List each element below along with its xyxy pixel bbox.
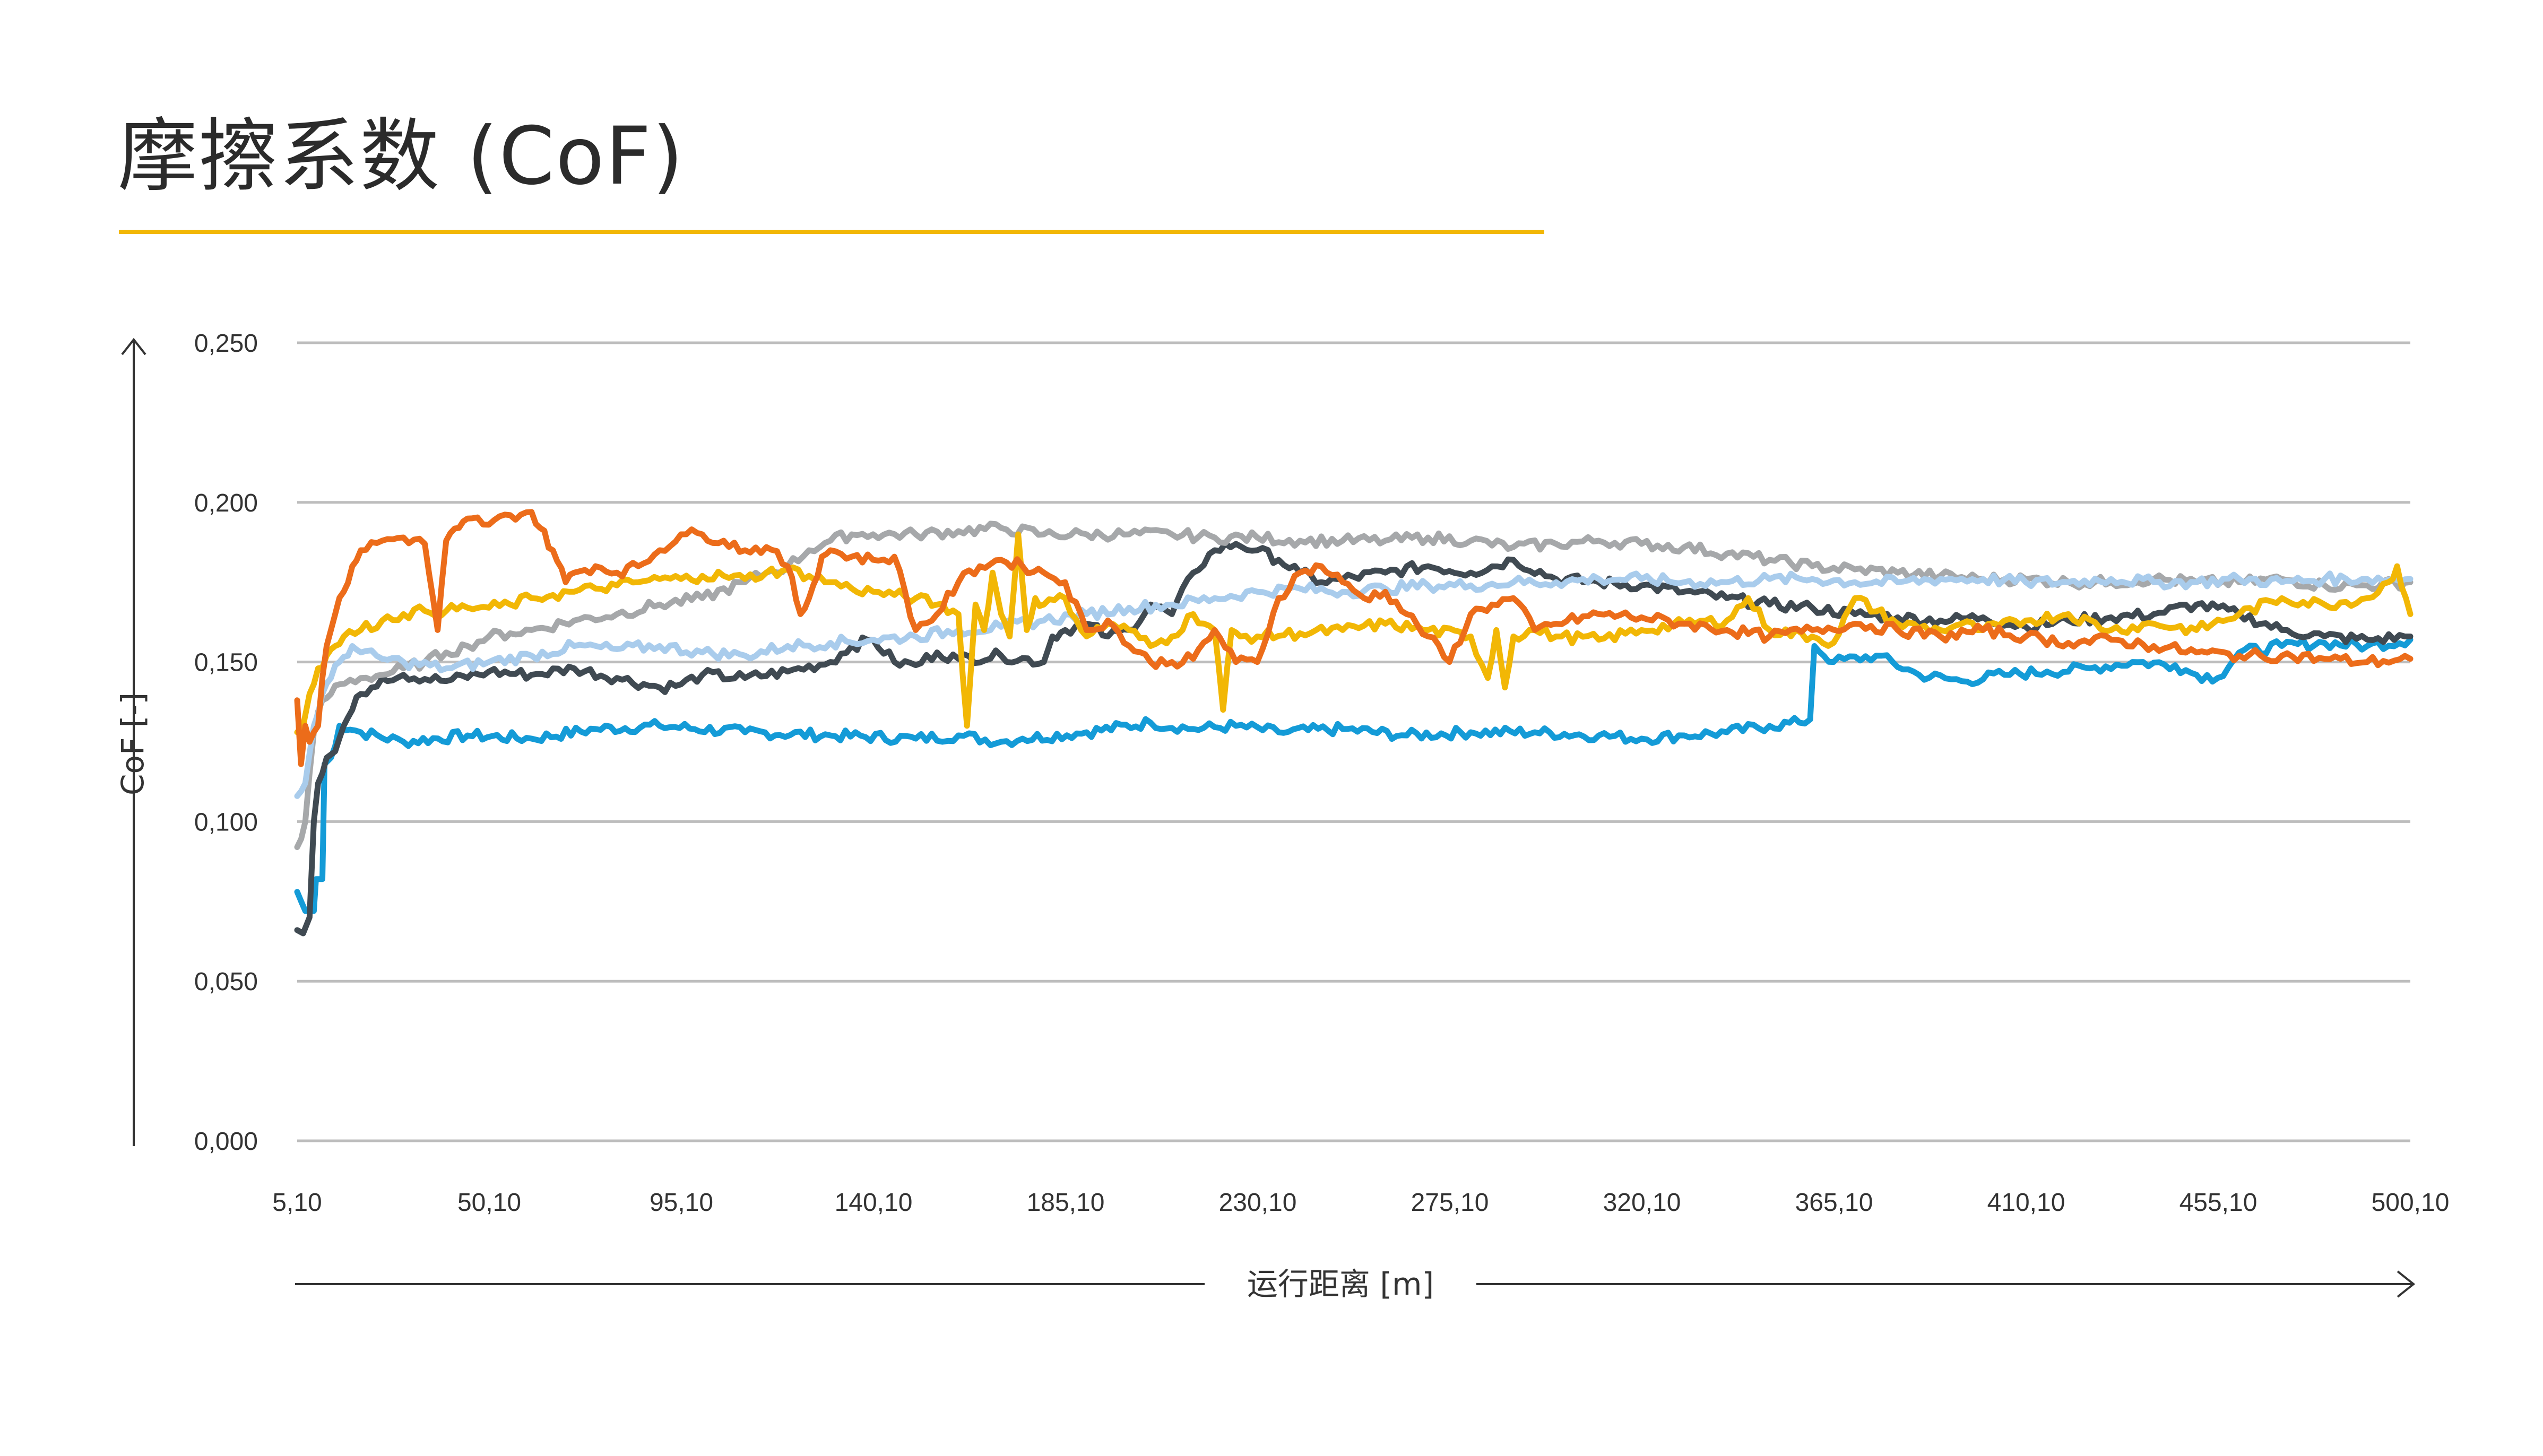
x-tick-label: 50,10: [457, 1189, 521, 1217]
x-axis-label: 运行距离 [m]: [1247, 1266, 1434, 1302]
series-line-4: [294, 570, 2414, 799]
y-tick-label: 0,000: [194, 1128, 258, 1156]
y-tick-label: 0,150: [194, 649, 258, 677]
x-tick-label: 230,10: [1219, 1189, 1297, 1217]
x-tick-label: 410,10: [1987, 1189, 2065, 1217]
y-tick-label: 0,100: [194, 808, 258, 836]
x-tick-label: 455,10: [2179, 1189, 2257, 1217]
x-tick-label: 500,10: [2372, 1189, 2450, 1217]
title-underline: [119, 230, 1544, 234]
y-axis-label: CoF [-]: [115, 692, 151, 795]
x-tick-labels: 5,10 50,10 95,10 140,10 185,10 230,10 275,10 32…: [272, 1189, 2449, 1217]
axis-arrows: [121, 337, 2416, 1298]
y-tick-label: 0,050: [194, 968, 258, 996]
series-line-1: [294, 637, 2414, 914]
y-tick-label: 0,200: [194, 489, 258, 517]
data-series: [294, 509, 2414, 937]
x-tick-label: 275,10: [1411, 1189, 1489, 1217]
y-tick-label: 0,250: [194, 330, 258, 358]
series-line-5: [294, 531, 2414, 735]
x-tick-label: 185,10: [1027, 1189, 1105, 1217]
chart-title: 摩擦系数 (CoF): [118, 110, 685, 203]
x-tick-label: 140,10: [835, 1189, 913, 1217]
x-axis-arrow-head: [2397, 1270, 2416, 1298]
y-tick-labels: 0,000 0,050 0,100 0,150 0,200 0,250: [194, 330, 258, 1156]
series-line-2: [294, 541, 2414, 937]
x-tick-label: 320,10: [1603, 1189, 1681, 1217]
x-tick-label: 365,10: [1795, 1189, 1873, 1217]
series-line-6: [294, 509, 2414, 767]
y-axis-arrow-head: [121, 337, 146, 356]
grid-lines: [297, 341, 2410, 1142]
x-tick-label: 5,10: [272, 1189, 322, 1217]
x-tick-label: 95,10: [650, 1189, 713, 1217]
